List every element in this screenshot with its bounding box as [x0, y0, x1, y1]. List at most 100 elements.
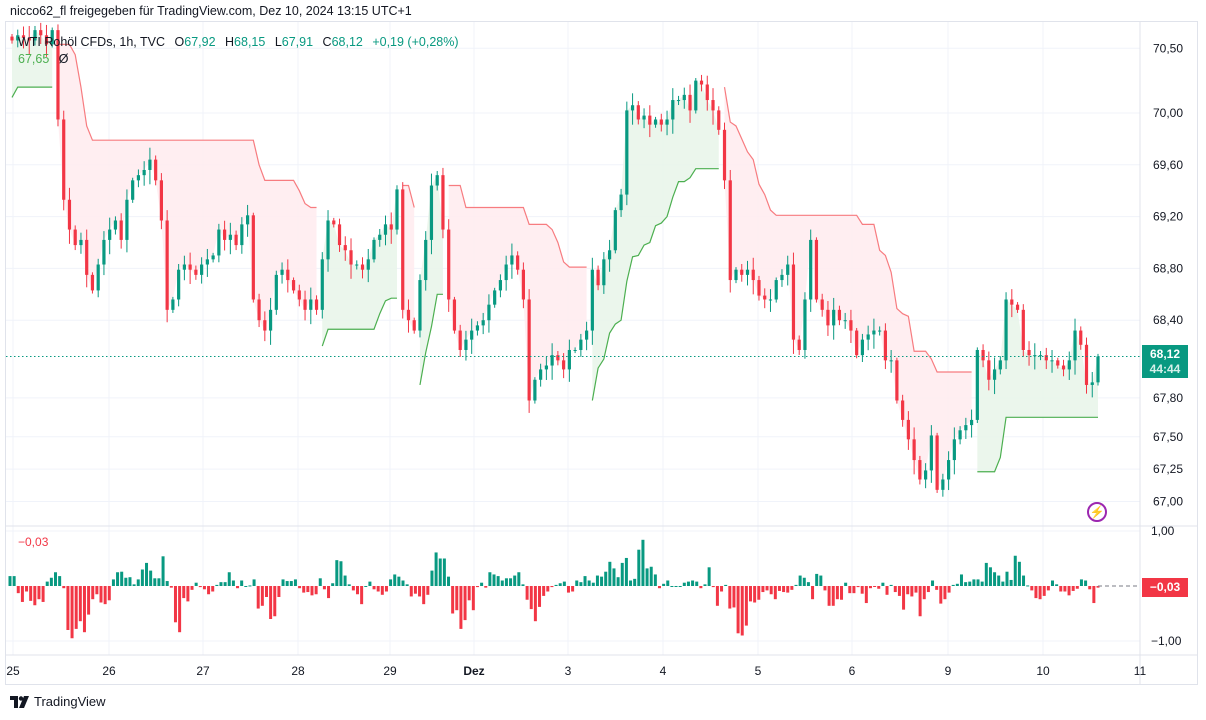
uptrend-fill [977, 299, 1098, 472]
candle-body [952, 439, 956, 461]
x-tick-label: 28 [291, 664, 305, 678]
candle-body [895, 360, 899, 401]
oscillator-bar [298, 586, 302, 589]
candle-body [906, 419, 910, 440]
oscillator-bar [509, 578, 513, 586]
candle-body [56, 30, 60, 120]
candle-body [711, 100, 715, 111]
candle-body [837, 309, 842, 321]
oscillator-bar [8, 576, 12, 586]
candle-body [487, 304, 491, 321]
oscillator-bar [885, 586, 889, 595]
oscillator-bar [211, 586, 215, 592]
oscillator-bar [608, 561, 612, 586]
candle-body [10, 36, 14, 41]
lightning-icon[interactable]: ⚡ [1087, 502, 1107, 522]
oscillator-bar [165, 581, 169, 586]
oscillator-bar [384, 586, 388, 592]
oscillator-bar [1059, 586, 1063, 592]
oscillator-bar [1075, 586, 1079, 589]
tradingview-logo[interactable]: TradingView [10, 694, 106, 709]
candle-body [768, 299, 773, 301]
indicator-legend[interactable]: 67,65 Ø [18, 52, 69, 66]
candle-body [96, 264, 100, 291]
candle-body [786, 264, 790, 275]
candle-body [878, 330, 882, 332]
oscillator-bar [293, 579, 297, 586]
candle-body [883, 330, 887, 361]
candle-body [395, 189, 399, 230]
oscillator-bar [637, 549, 641, 586]
candle-body [171, 299, 175, 310]
oscillator-bar [37, 586, 41, 600]
candle-body [602, 259, 606, 286]
oscillator-bar [1079, 579, 1083, 586]
oscillator-bar [70, 586, 74, 639]
candle-body [728, 180, 732, 281]
oscillator-bar [840, 586, 844, 600]
oscillator-bar [649, 566, 653, 586]
oscillator-bar [744, 586, 748, 626]
oscillator-bar [314, 586, 318, 595]
candle-body [62, 119, 66, 200]
oscillator-bar [335, 560, 339, 586]
downtrend-fill [402, 185, 415, 331]
candle-body [699, 80, 704, 85]
candle-body [613, 210, 617, 251]
candle-body [177, 269, 181, 300]
oscillator-bar [182, 586, 186, 599]
oscillator-bar [724, 584, 728, 586]
oscillator-bar [409, 586, 413, 597]
indicator-hidden-icon[interactable]: Ø [58, 52, 69, 66]
candle-body [843, 320, 847, 322]
candle-body [90, 274, 95, 291]
oscillator-bar [355, 586, 359, 595]
oscillator-bar [488, 572, 492, 586]
oscillator-bar [914, 586, 918, 593]
oscillator-bar [1017, 561, 1021, 586]
y-tick-label: 68,80 [1153, 261, 1183, 275]
oscillator-bar [777, 586, 781, 591]
oscillator-bar [343, 575, 347, 586]
candle-body [142, 169, 146, 176]
close-value: 68,12 [331, 35, 363, 49]
oscillator-bar [918, 586, 922, 617]
oscillator-bar [984, 562, 988, 586]
candle-body [372, 239, 376, 260]
candle-body [251, 215, 255, 300]
candle-body [188, 264, 192, 270]
oscillator-bar [360, 586, 364, 605]
oscillator-bar [976, 579, 980, 586]
y-tick-label: 67,25 [1153, 462, 1183, 476]
oscillator-bar [376, 586, 380, 592]
candle-body [774, 280, 778, 300]
candle-body [866, 334, 870, 340]
oscillator-bar [707, 567, 711, 586]
candle-body [722, 129, 727, 181]
candle-body [625, 110, 629, 195]
oscillator-bar [571, 586, 575, 592]
candle-body [154, 159, 158, 181]
candle-body [544, 365, 548, 370]
oscillator-bar [351, 586, 355, 591]
candle-body [136, 175, 141, 181]
candle-body [1067, 360, 1071, 370]
oscillator-bar [591, 582, 595, 586]
candle-body [1056, 360, 1060, 366]
oscillator-bar [434, 552, 438, 586]
oscillator-bar [169, 586, 173, 588]
oscillator-bar [1013, 555, 1017, 586]
candle-body [992, 369, 997, 380]
oscillator-bar [554, 584, 558, 586]
candle-body [797, 339, 801, 350]
oscillator-bar [455, 586, 459, 611]
oscillator-bar [244, 586, 248, 587]
oscillator-bar [678, 586, 682, 587]
symbol-legend[interactable]: WTI Rohöl CFDs, 1h, TVC O67,92 H68,15 L6… [18, 35, 465, 49]
high-value: 68,15 [234, 35, 266, 49]
oscillator-bar [82, 586, 86, 633]
candle-body [355, 264, 359, 266]
oscillator-bar [153, 578, 157, 586]
oscillator-bar [1009, 579, 1013, 586]
